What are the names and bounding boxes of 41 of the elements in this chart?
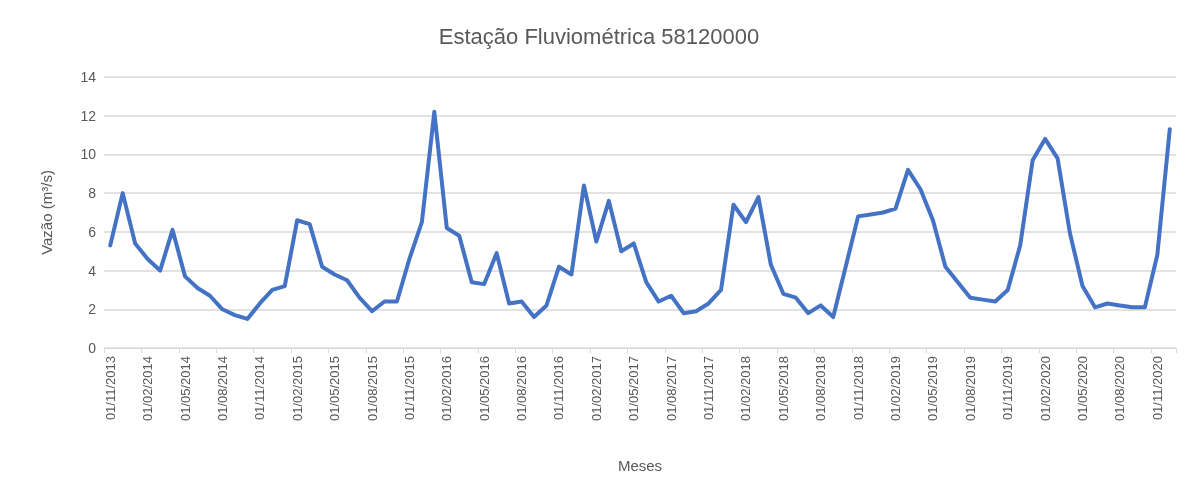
x-axis-title: Meses — [617, 457, 663, 474]
x-tick-label: 01/05/2016 — [476, 356, 492, 422]
x-tick-label: 01/02/2015 — [289, 356, 305, 422]
x-tick-label: 01/05/2018 — [775, 356, 791, 422]
chart-title: Estação Fluviométrica 58120000 — [438, 23, 760, 49]
y-tick-label: 12 — [80, 107, 97, 124]
x-tick-label: 01/02/2014 — [140, 356, 156, 422]
x-tick-label: 01/08/2015 — [364, 356, 380, 422]
x-tick-label: 01/02/2019 — [888, 356, 904, 422]
x-tick-label: 01/02/2020 — [1037, 356, 1053, 422]
x-tick-label: 01/05/2020 — [1075, 356, 1091, 422]
x-tick-label: 01/08/2017 — [663, 356, 679, 422]
line-series — [108, 109, 1172, 321]
x-tick-label: 01/11/2020 — [1149, 356, 1165, 421]
y-tick-label: 0 — [88, 340, 97, 356]
x-tick-label: 01/11/2015 — [401, 356, 417, 421]
y-tick-label: 2 — [88, 301, 97, 318]
x-tick-label: 01/02/2016 — [439, 356, 455, 422]
x-tick-label: 01/11/2013 — [102, 356, 118, 421]
x-tick-label: 01/11/2014 — [252, 356, 268, 421]
y-axis-title: Vazão (m³/s) — [38, 170, 55, 255]
y-tick-label: 4 — [88, 262, 97, 279]
y-tick-label: 8 — [88, 185, 97, 202]
x-tick-label: 01/11/2017 — [701, 356, 717, 421]
x-tick-label: 01/02/2018 — [738, 356, 754, 422]
x-tick-label: 01/05/2014 — [177, 356, 193, 422]
y-tick-label: 14 — [80, 69, 97, 85]
x-tick-label: 01/02/2017 — [588, 356, 604, 422]
y-tick-label: 6 — [88, 223, 97, 240]
y-tick-label: 10 — [80, 146, 97, 163]
x-tick-label: 01/08/2020 — [1112, 356, 1128, 422]
x-tick-label: 01/08/2014 — [214, 356, 230, 422]
x-tick-label: 01/08/2019 — [962, 356, 978, 422]
x-tick-label: 01/11/2019 — [1000, 356, 1016, 421]
x-tick-label: 01/08/2016 — [514, 356, 530, 422]
x-tick-label: 01/05/2015 — [327, 356, 343, 422]
x-tick-label: 01/11/2018 — [850, 356, 866, 421]
x-tick-label: 01/05/2019 — [925, 356, 941, 422]
x-tick-label: 01/11/2016 — [551, 356, 567, 421]
x-tick-label: 01/08/2018 — [813, 356, 829, 422]
x-tick-label: 01/05/2017 — [626, 356, 642, 422]
